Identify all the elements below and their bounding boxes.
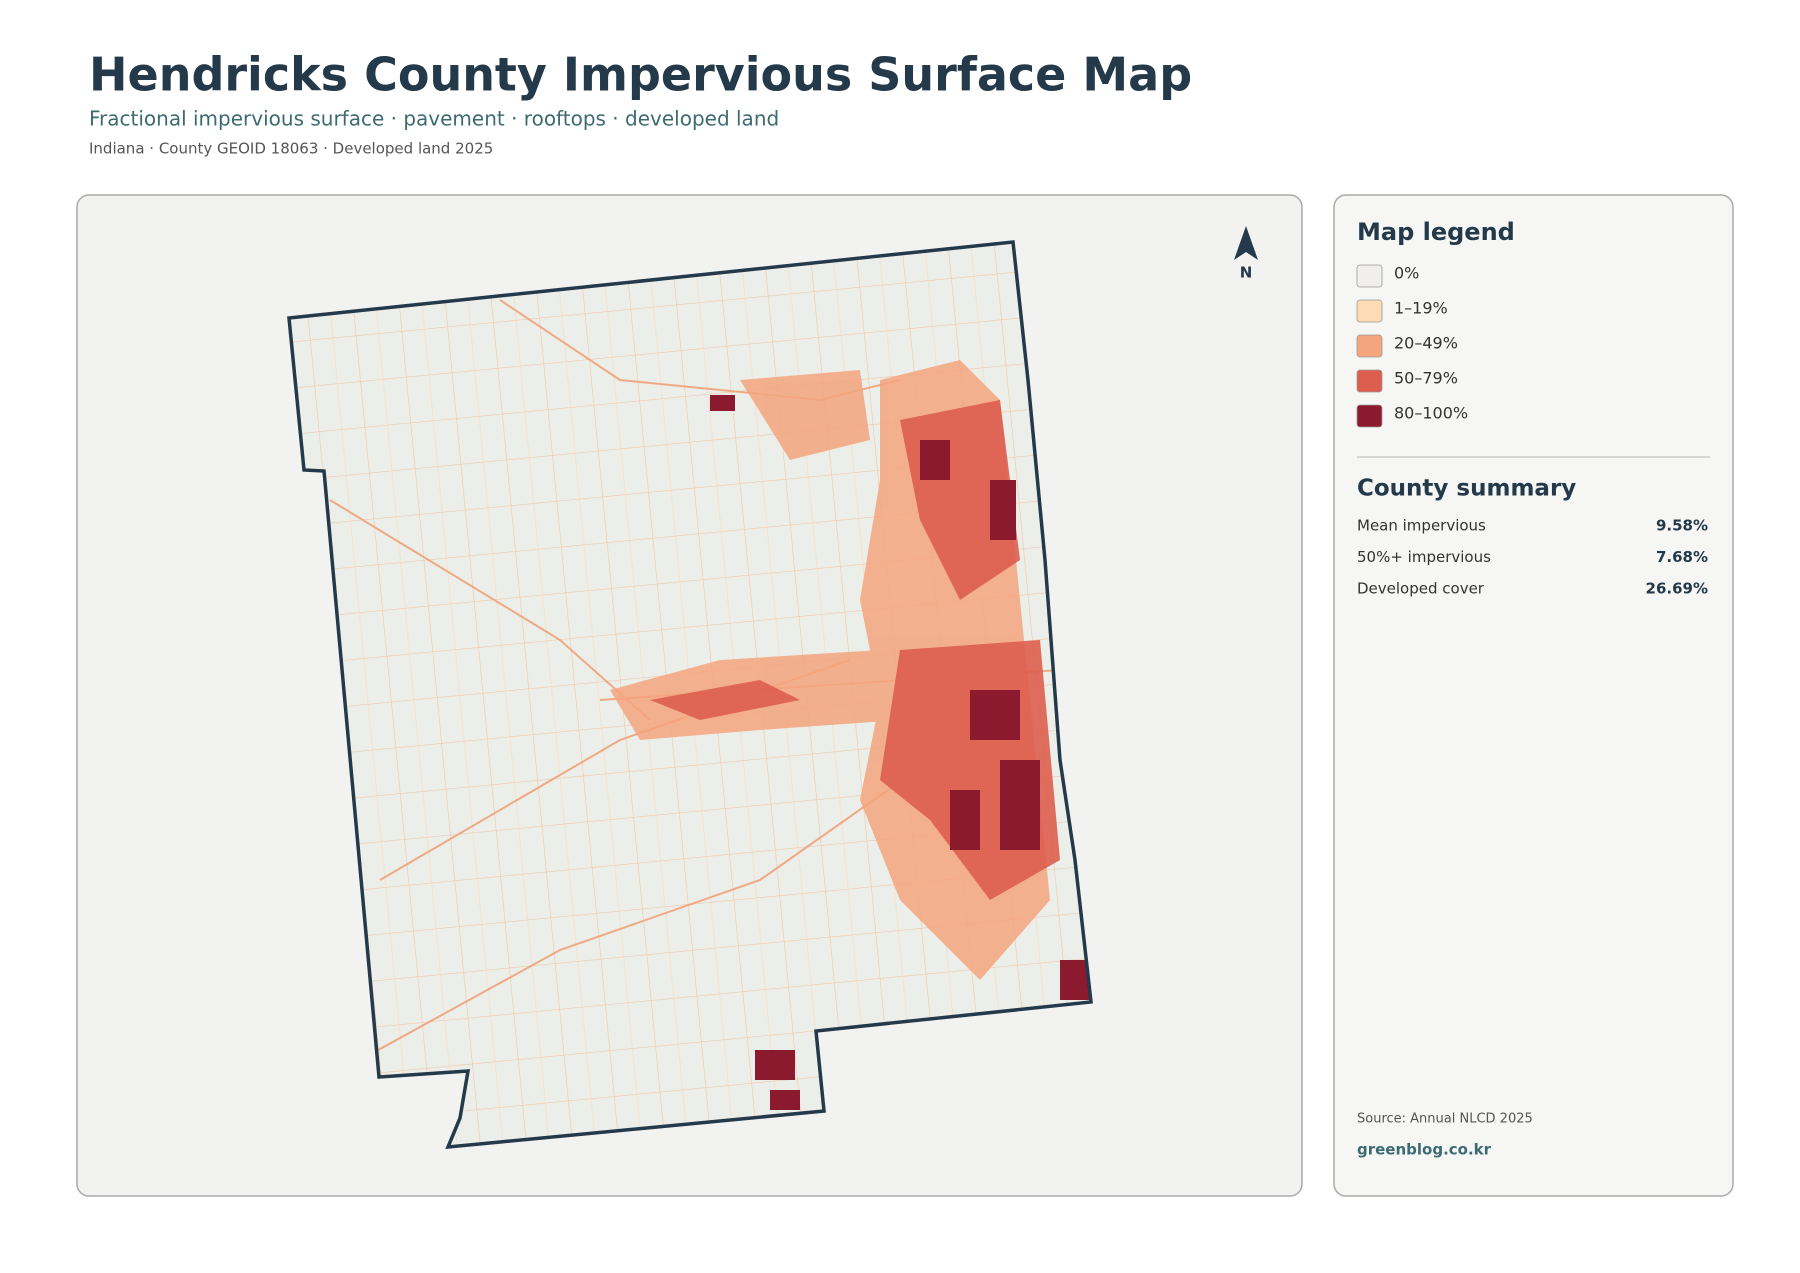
summary-label: Mean impervious — [1357, 517, 1486, 535]
legend-label: 20–49% — [1394, 334, 1458, 353]
legend-items: 0% 1–19% 20–49% 50–79% 80–100% — [1356, 264, 1468, 428]
legend-label: 50–79% — [1394, 369, 1458, 388]
legend-title: Map legend — [1357, 218, 1515, 246]
summary-value: 7.68% — [1656, 548, 1708, 566]
legend-panel — [1333, 194, 1734, 1197]
source: Source: Annual NLCD 2025 — [1357, 1112, 1533, 1127]
legend-label: 0% — [1394, 264, 1419, 283]
north-label: N — [1240, 264, 1253, 282]
summary-label: Developed cover — [1357, 580, 1485, 598]
summary-rows: Mean impervious 9.58% 50%+ impervious 7.68%… — [1357, 517, 1708, 598]
summary-title: County summary — [1357, 476, 1576, 502]
legend-swatch — [1356, 369, 1383, 393]
meta: Indiana · County GEOID 18063 · Developed… — [89, 140, 493, 158]
county-boundary — [287, 240, 1093, 1150]
summary-value: 26.69% — [1646, 580, 1708, 598]
legend-label: 1–19% — [1394, 299, 1448, 318]
legend-swatch — [1356, 404, 1383, 428]
north-arrow — [1234, 226, 1258, 260]
legend-swatch — [1356, 264, 1383, 288]
subtitle: Fractional impervious surface · pavement… — [89, 107, 779, 131]
page-title: Hendricks County Impervious Surface Map — [89, 48, 1192, 102]
legend-label: 80–100% — [1394, 404, 1468, 423]
legend-swatch — [1356, 299, 1383, 323]
summary-value: 9.58% — [1656, 517, 1708, 535]
site: greenblog.co.kr — [1357, 1141, 1492, 1159]
legend-swatch — [1356, 334, 1383, 358]
summary-label: 50%+ impervious — [1357, 548, 1491, 566]
county-raster — [289, 242, 1091, 1147]
